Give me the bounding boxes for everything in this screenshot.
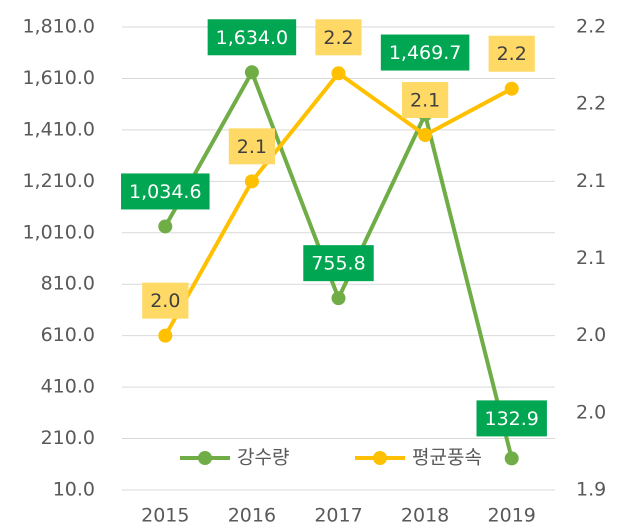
x-tick-label: 2019 bbox=[488, 505, 536, 527]
y2-tick-label: 2.1 bbox=[576, 247, 606, 269]
data-label: 2.0 bbox=[150, 290, 180, 312]
y-tick-label: 10.0 bbox=[53, 479, 95, 501]
data-label-box bbox=[228, 128, 276, 165]
y-tick-label: 1,210.0 bbox=[22, 170, 95, 192]
data-label-box bbox=[121, 173, 210, 210]
y-tick-label: 1,810.0 bbox=[22, 16, 95, 38]
legend-label: 강수량 bbox=[237, 447, 289, 469]
data-label-box bbox=[303, 245, 374, 282]
data-label: 132.9 bbox=[484, 408, 538, 430]
marker bbox=[504, 81, 519, 96]
data-label-box bbox=[380, 34, 470, 71]
y-tick-label: 410.0 bbox=[41, 376, 95, 398]
data-label: 1,469.7 bbox=[389, 42, 462, 64]
y2-tick-label: 1.9 bbox=[576, 479, 606, 501]
y2-tick-label: 2.0 bbox=[576, 401, 606, 423]
data-label-box bbox=[315, 19, 362, 56]
marker bbox=[331, 291, 346, 306]
data-label: 1,634.0 bbox=[216, 27, 289, 49]
legend-label: 평균풍속 bbox=[412, 447, 482, 469]
y-tick-label: 610.0 bbox=[41, 324, 95, 346]
y2-tick-label: 2.2 bbox=[576, 16, 606, 38]
x-tick-label: 2017 bbox=[314, 505, 362, 527]
y2-tick-label: 2.2 bbox=[576, 93, 606, 115]
y-tick-label: 210.0 bbox=[41, 427, 95, 449]
data-label: 2.2 bbox=[497, 43, 527, 65]
marker bbox=[158, 328, 173, 343]
marker bbox=[504, 451, 519, 466]
y-tick-label: 1,610.0 bbox=[22, 67, 95, 89]
data-label: 2.1 bbox=[410, 90, 440, 112]
data-label: 755.8 bbox=[311, 253, 365, 275]
x-tick-label: 2015 bbox=[141, 505, 189, 527]
data-label-box bbox=[476, 400, 547, 437]
x-tick-label: 2018 bbox=[401, 505, 449, 527]
data-label-box bbox=[488, 35, 535, 72]
y-tick-label: 1,010.0 bbox=[22, 221, 95, 243]
marker bbox=[418, 128, 433, 143]
data-label-box bbox=[401, 82, 449, 119]
data-label: 1,034.6 bbox=[129, 181, 202, 203]
marker bbox=[331, 66, 346, 81]
y-tick-label: 1,410.0 bbox=[22, 118, 95, 140]
marker bbox=[244, 65, 259, 80]
data-label-box bbox=[142, 282, 189, 319]
legend-marker bbox=[198, 451, 212, 465]
data-label: 2.2 bbox=[323, 27, 353, 49]
x-tick-label: 2016 bbox=[228, 505, 276, 527]
legend-marker bbox=[373, 451, 387, 465]
data-label-box bbox=[207, 19, 297, 56]
y2-tick-label: 2.1 bbox=[576, 170, 606, 192]
y-tick-label: 810.0 bbox=[41, 273, 95, 295]
y2-tick-label: 2.0 bbox=[576, 324, 606, 346]
marker bbox=[158, 219, 173, 234]
data-label: 2.1 bbox=[237, 136, 267, 158]
marker bbox=[244, 174, 259, 189]
